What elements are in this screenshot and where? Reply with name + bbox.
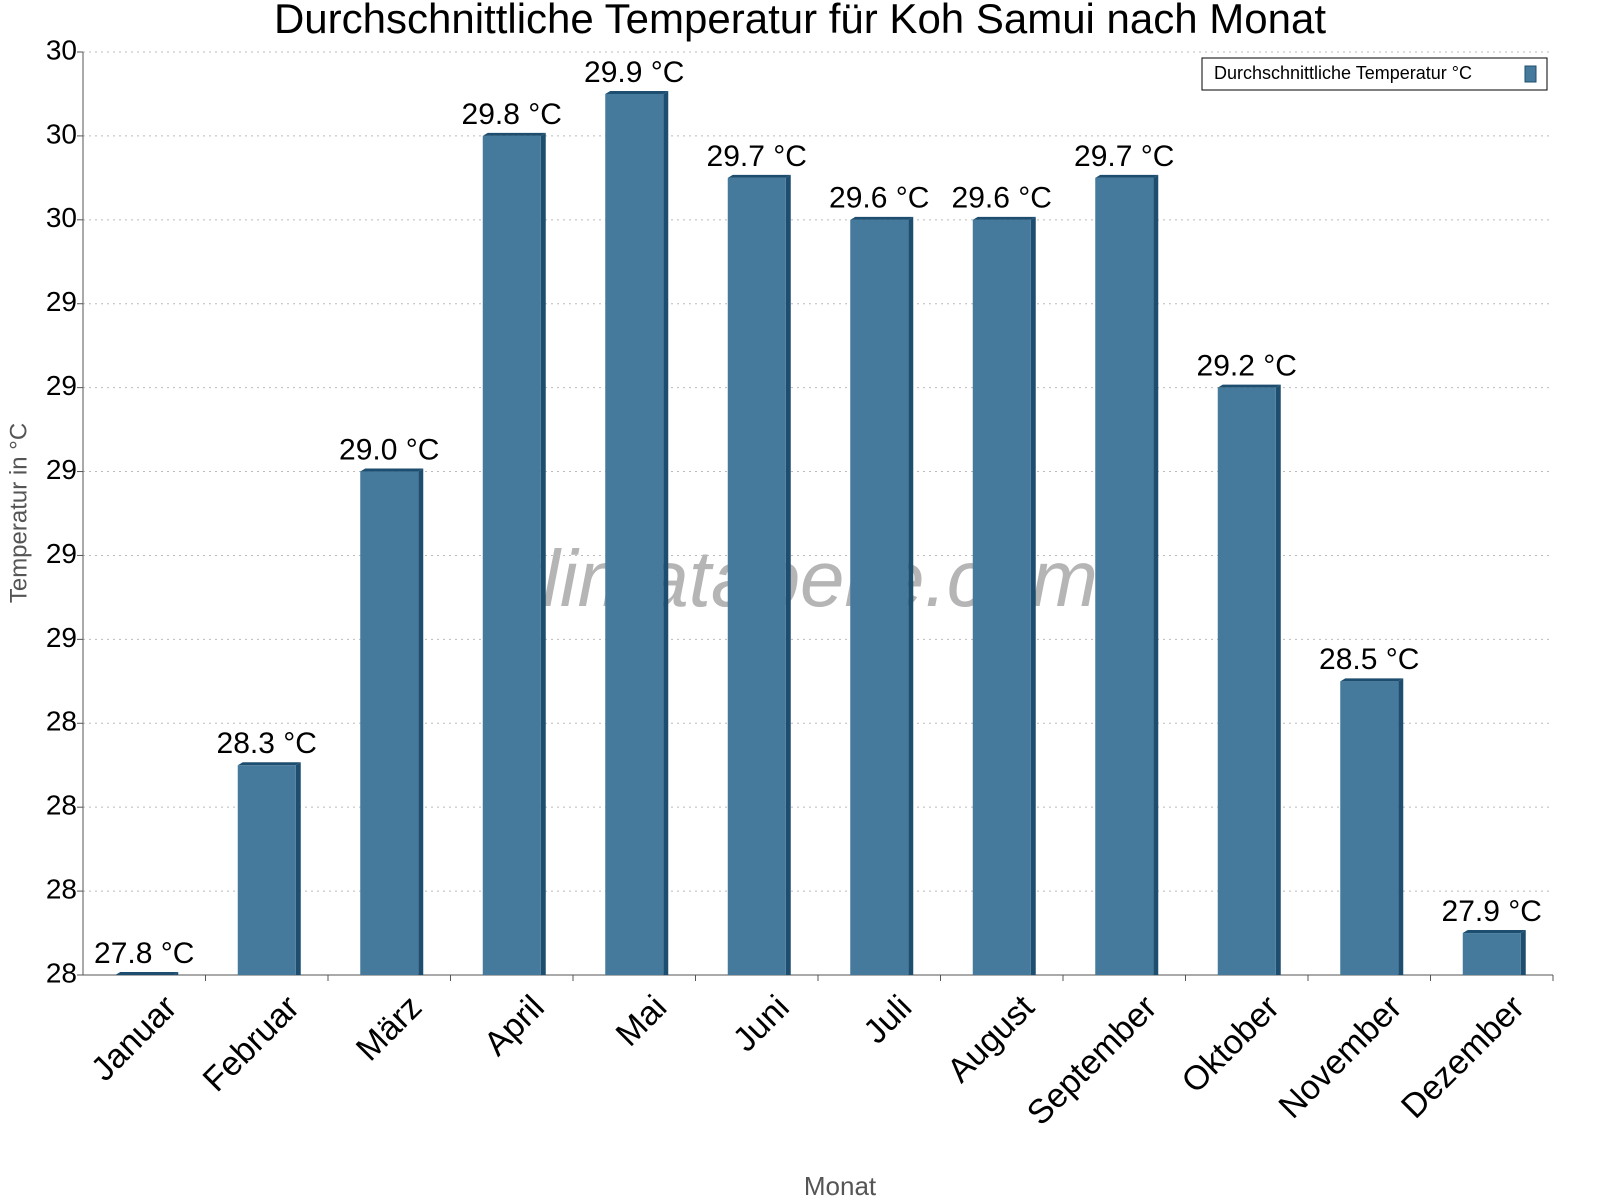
x-tick-label: Januar [84,988,184,1088]
bar-top [1217,384,1281,388]
bar-top [115,972,179,975]
value-label: 29.8 °C [462,98,562,131]
value-label: 29.2 °C [1197,350,1297,383]
x-tick-label: März [349,988,429,1068]
value-label: 29.6 °C [829,182,929,215]
bar-side [418,468,424,975]
x-tick-label: August [940,988,1042,1090]
value-label: 29.0 °C [339,433,439,466]
bar-side [540,132,546,976]
bar [360,471,419,975]
x-tick-label: Juli [856,988,919,1051]
bar-side [1153,174,1159,975]
legend-swatch [1524,65,1537,83]
y-tick-label: 29 [46,454,77,485]
bar-side [1030,216,1036,975]
bar-top [605,90,669,94]
bar-side [785,174,791,975]
x-tick-label: Dezember [1394,988,1532,1126]
bar [237,765,296,975]
bar-top [1340,678,1404,682]
bar [972,219,1031,975]
legend-box [1201,57,1548,91]
y-tick-label: 29 [46,622,77,653]
bar [727,177,786,975]
y-tick-label: 28 [46,706,77,737]
bar-top [727,174,791,178]
bar-side [295,762,301,975]
value-label: 27.8 °C [94,937,194,970]
bar [1217,387,1276,975]
x-tick-label: April [477,988,552,1063]
bar-side [1398,678,1404,975]
legend-label: Durchschnittliche Temperatur °C [1214,63,1472,83]
bar-side [1520,930,1526,975]
value-label: 27.9 °C [1442,895,1542,928]
bar-top [360,468,424,472]
x-tick-label: Mai [609,988,675,1054]
x-tick-label: September [1020,988,1164,1132]
y-tick-label: 28 [46,873,77,904]
bar [605,93,664,976]
chart-title: Durchschnittliche Temperatur für Koh Sam… [274,0,1326,42]
bar-top [1462,930,1526,934]
bar-top [850,216,914,220]
y-tick-label: 29 [46,538,77,569]
value-label: 29.7 °C [1074,140,1174,173]
y-tick-label: 28 [46,790,77,821]
bar-top [1095,174,1159,178]
y-tick-label: 28 [46,957,77,988]
bar [1340,681,1399,975]
bar-side [1275,384,1281,975]
bar [1095,177,1154,975]
bar-top [237,762,301,766]
bar [1462,933,1521,975]
y-tick-label: 30 [46,118,77,149]
x-tick-label: Oktober [1174,988,1286,1100]
bar [482,135,541,976]
value-label: 29.9 °C [584,56,684,89]
y-tick-label: 30 [46,34,77,65]
y-tick-label: 30 [46,202,77,233]
y-axis-label: Temperatur in °C [5,423,32,603]
x-tick-label: November [1271,988,1409,1126]
bar-top [482,132,546,136]
bar-top [972,216,1036,220]
bar [850,219,909,975]
value-label: 29.6 °C [952,182,1052,215]
value-label: 28.5 °C [1319,643,1419,676]
y-tick-label: 29 [46,370,77,401]
x-tick-label: Februar [196,988,307,1099]
value-label: 28.3 °C [217,727,317,760]
x-tick-label: Juni [726,988,797,1059]
bar-side [663,90,669,976]
bar-side [908,216,914,975]
value-label: 29.7 °C [707,140,807,173]
y-tick-label: 29 [46,286,77,317]
x-axis-label: Monat [804,1171,877,1200]
